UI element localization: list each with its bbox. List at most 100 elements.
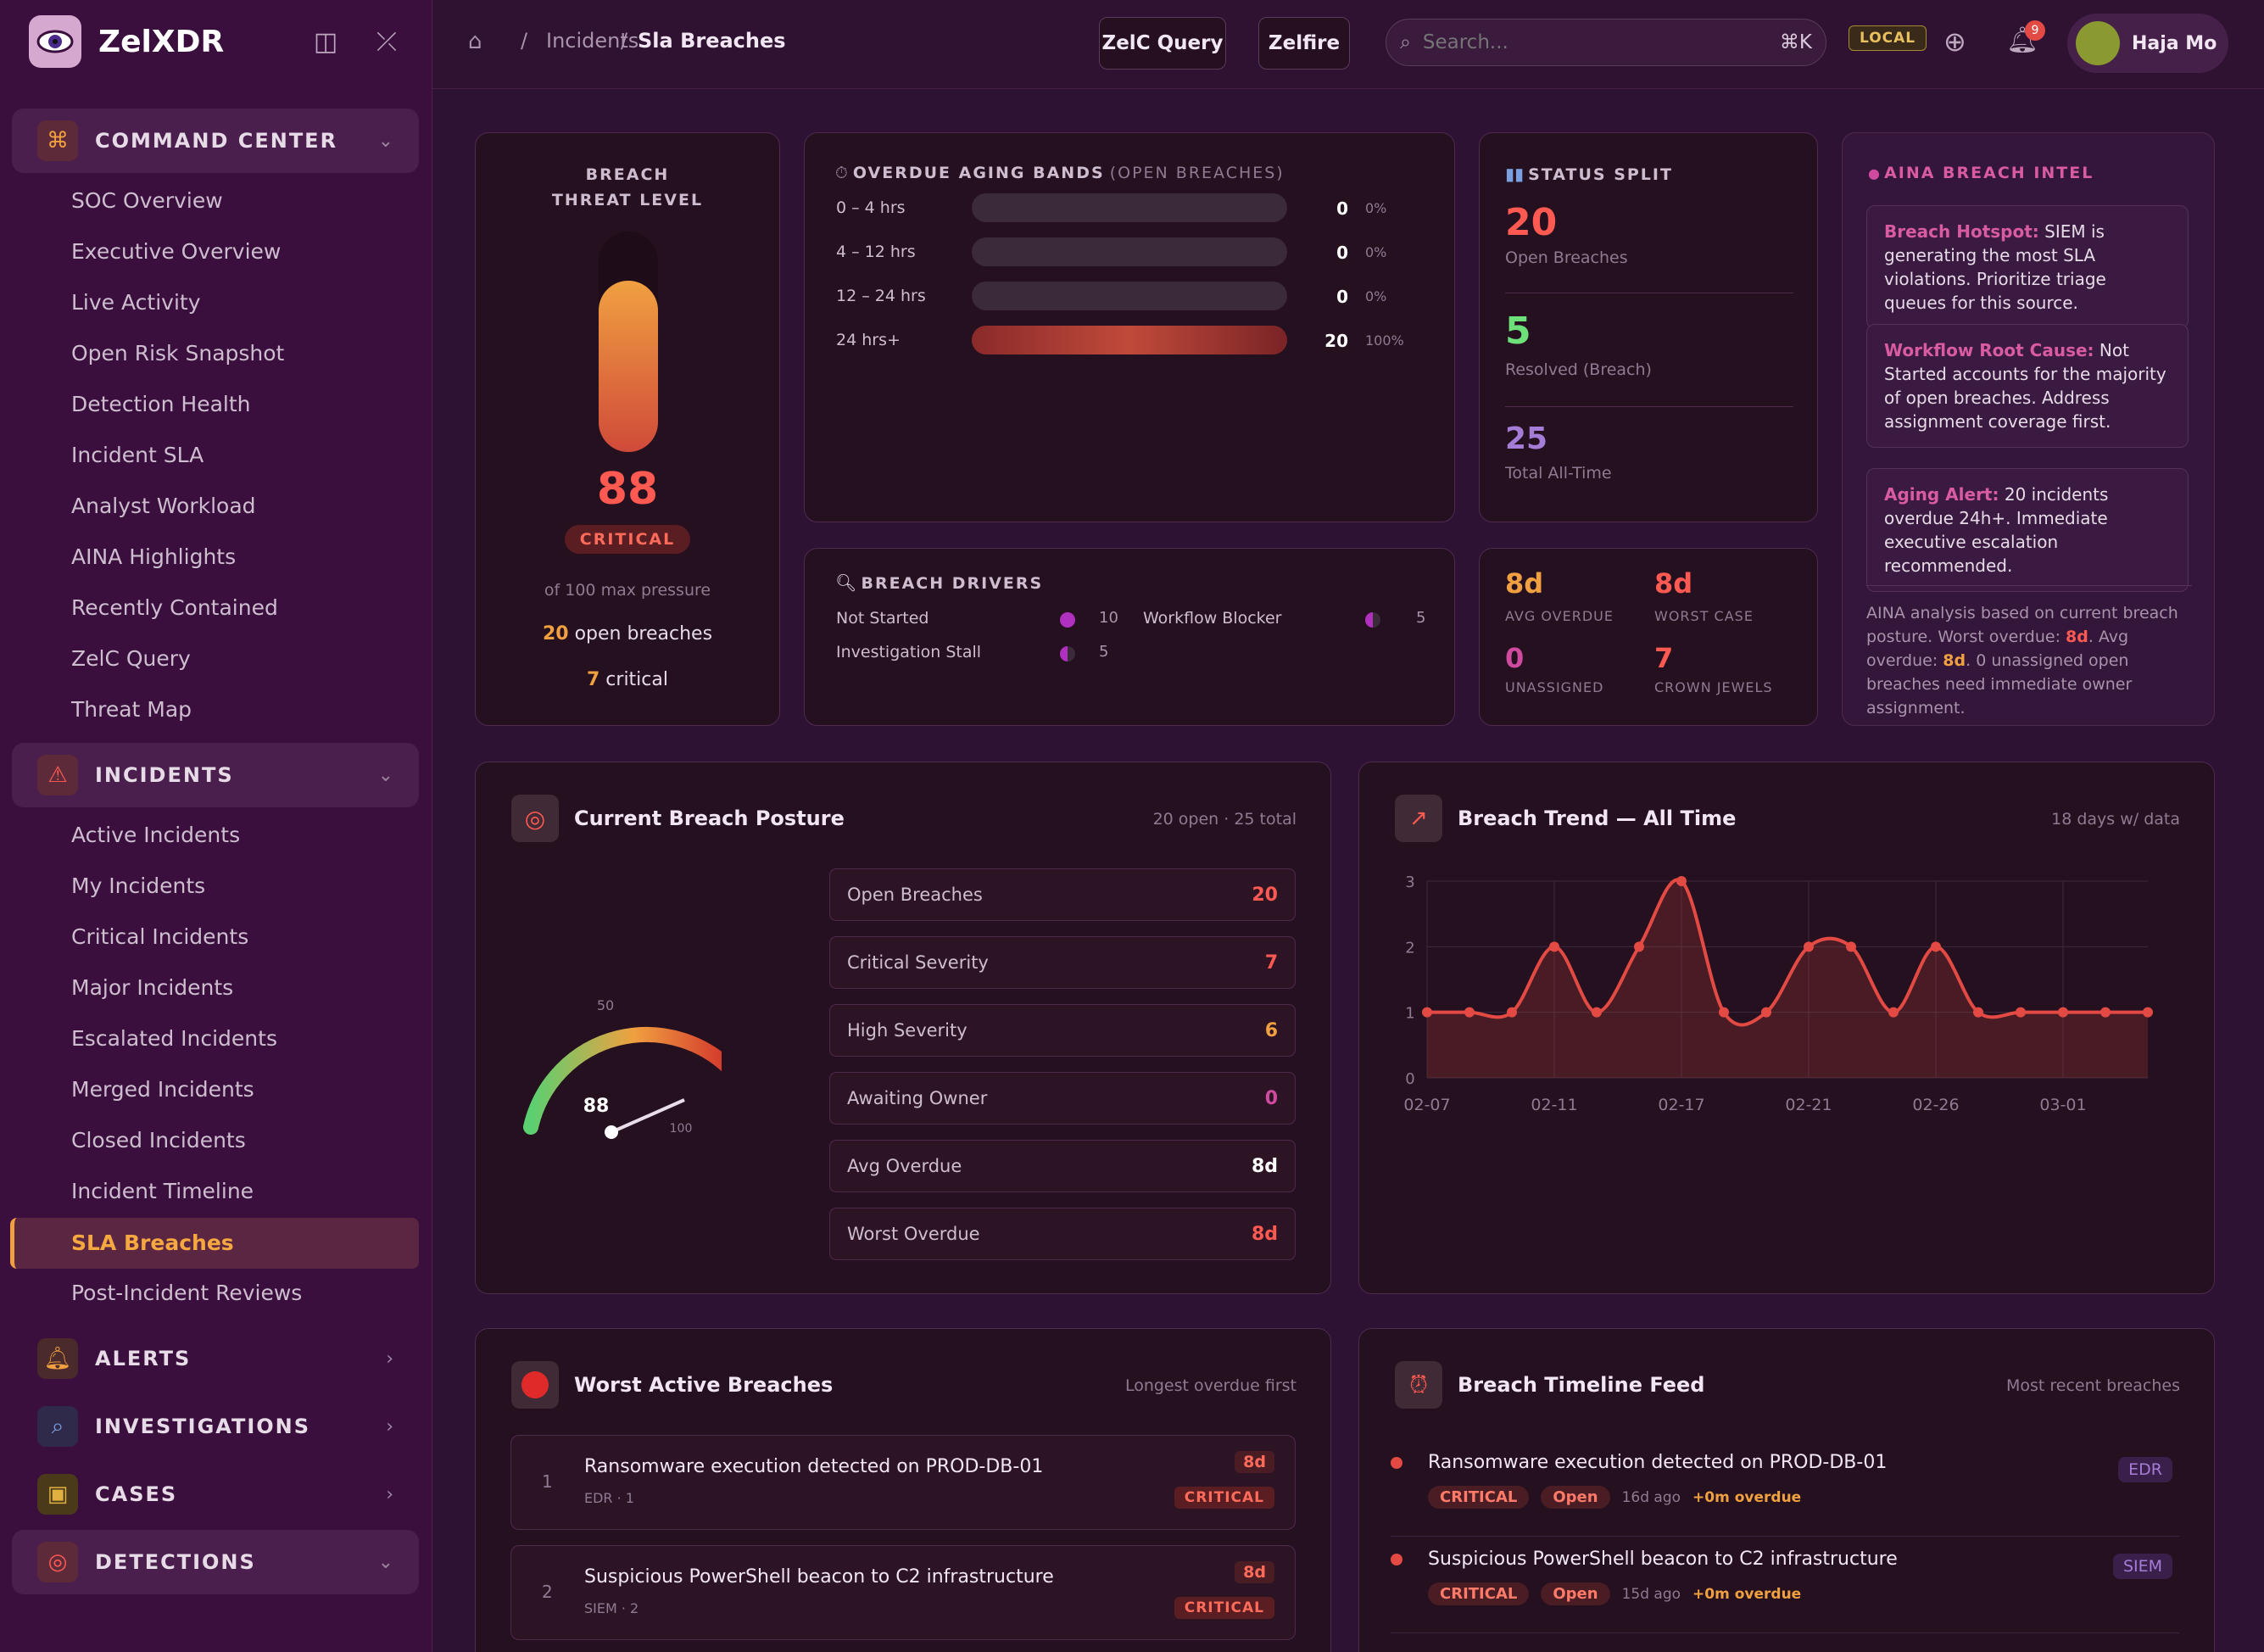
x-tick-label: 02-26 <box>1912 1096 1959 1114</box>
metric-label: CROWN JEWELS <box>1654 679 1773 695</box>
aina-footer: AINA analysis based on current breach po… <box>1866 585 2192 720</box>
sidebar-item[interactable]: Post-Incident Reviews <box>71 1281 303 1305</box>
sidebar-item[interactable]: Critical Incidents <box>71 924 249 949</box>
sidebar-item[interactable]: Analyst Workload <box>71 494 256 518</box>
home-icon[interactable]: ⌂ <box>468 29 482 54</box>
chevron-right-icon: › <box>386 1415 393 1437</box>
unassigned-count: 0 <box>1505 642 1525 674</box>
posture-row: Awaiting Owner 0 <box>829 1072 1296 1125</box>
driver-count: 10 <box>1099 609 1118 627</box>
gauge-needle <box>611 1098 685 1134</box>
gauge-arc <box>523 1027 722 1135</box>
driver-dot <box>1365 612 1380 628</box>
sidebar-item[interactable]: Live Activity <box>71 290 201 315</box>
y-tick-label: 1 <box>1405 1005 1414 1023</box>
severity-pill: CRITICAL <box>1428 1582 1530 1605</box>
search-box[interactable]: ⌕ ⌘K <box>1386 19 1826 66</box>
sidebar-item[interactable]: AINA Highlights <box>71 544 237 569</box>
env-badge: LOCAL <box>1849 25 1927 51</box>
sidebar-item[interactable]: Open Risk Snapshot <box>71 341 285 366</box>
feed-title: Suspicious PowerShell beacon to C2 infra… <box>1428 1549 1898 1570</box>
gauge-max-label: 100 <box>670 1122 693 1136</box>
sidebar-item[interactable]: Detection Health <box>71 392 251 416</box>
driver-label: Workflow Blocker <box>1143 609 1282 628</box>
sidebar-item[interactable]: Escalated Incidents <box>71 1026 277 1051</box>
breach-sub: EDR · 1 <box>584 1490 634 1506</box>
search-input[interactable] <box>1422 31 1780 53</box>
status-pill: Open <box>1541 1486 1610 1509</box>
sidebar-item-active[interactable]: SLA Breaches <box>10 1218 419 1269</box>
overdue-badge: 8d <box>1235 1451 1274 1473</box>
sidebar-item[interactable]: Incident Timeline <box>71 1179 254 1203</box>
card-title: Breach Trend — All Time <box>1458 806 1737 830</box>
severity-badge: CRITICAL <box>1174 1597 1274 1619</box>
sidebar-item[interactable]: Executive Overview <box>71 239 282 264</box>
sidebar-item[interactable]: SOC Overview <box>71 188 223 213</box>
sidebar-toggle-icon[interactable]: ◫ <box>313 27 338 57</box>
row-label: Open Breaches <box>847 885 983 905</box>
feed-item[interactable]: Ransomware execution detected on PROD-DB… <box>1391 1452 2179 1537</box>
trend-point <box>1804 941 1814 952</box>
section-command-center[interactable]: ⌘ COMMAND CENTER ⌄ <box>12 109 419 173</box>
insight-head: Breach Hotspot: <box>1884 221 2039 242</box>
section-cases[interactable]: ▣ CASES › <box>12 1462 419 1526</box>
sidebar-item[interactable]: Threat Map <box>71 697 192 722</box>
zelc-query-button[interactable]: ZelC Query <box>1099 17 1226 70</box>
sidebar-item[interactable]: Major Incidents <box>71 975 234 1000</box>
section-investigations[interactable]: ⌕ INVESTIGATIONS › <box>12 1394 419 1459</box>
aging-label: 0 – 4 hrs <box>836 198 906 217</box>
sidebar-item[interactable]: Incident SLA <box>71 443 204 467</box>
insight-head: Aging Alert: <box>1884 484 1999 505</box>
threat-level-card: BREACH THREAT LEVEL 88 CRITICAL of 100 m… <box>475 132 780 726</box>
card-meta: Most recent breaches <box>2005 1376 2180 1395</box>
trend-point <box>1592 1007 1602 1018</box>
sidebar-item[interactable]: My Incidents <box>71 873 206 898</box>
user-menu[interactable]: Haja Mo <box>2067 14 2228 73</box>
feed-item[interactable]: Suspicious PowerShell beacon to C2 infra… <box>1391 1549 2179 1633</box>
overdue-metrics-card: 8d AVG OVERDUE 8d WORST CASE 0 UNASSIGNE… <box>1479 548 1818 726</box>
section-incidents[interactable]: ⚠ INCIDENTS ⌄ <box>12 743 419 807</box>
x-tick-label: 02-11 <box>1531 1096 1577 1114</box>
sidebar-item[interactable]: Recently Contained <box>71 595 278 620</box>
user-name: Haja Mo <box>2132 32 2217 54</box>
sidebar-item[interactable]: Merged Incidents <box>71 1077 254 1102</box>
breadcrumb-incidents[interactable]: Incidents <box>546 29 639 53</box>
critical-line: 7 critical <box>587 669 668 690</box>
app-name: ZelXDR <box>98 24 225 59</box>
add-icon[interactable]: ⊕ <box>1943 25 1966 58</box>
y-tick-label: 3 <box>1405 873 1414 891</box>
magnifier-icon: 🔍︎ <box>835 572 857 593</box>
sidebar-item[interactable]: Closed Incidents <box>71 1128 246 1152</box>
breach-sub: SIEM · 2 <box>584 1600 639 1616</box>
aging-count: 0 <box>1336 287 1348 307</box>
worst-breach-row[interactable]: 2 Suspicious PowerShell beacon to C2 infr… <box>510 1545 1296 1640</box>
metric-label: AVG OVERDUE <box>1505 608 1614 624</box>
briefcase-icon: ▣ <box>37 1474 78 1515</box>
posture-row: Avg Overdue 8d <box>829 1140 1296 1192</box>
chart-icon: ▮▮ <box>1505 164 1525 184</box>
card-title: THREAT LEVEL <box>551 191 704 209</box>
row-value: 8d <box>1251 1223 1278 1245</box>
worst-breach-row[interactable]: 1 Ransomware execution detected on PROD-D… <box>510 1435 1296 1530</box>
collapse-icon[interactable]: ⤫ <box>376 27 397 57</box>
y-tick-label: 0 <box>1405 1070 1414 1088</box>
sidebar-item[interactable]: ZelC Query <box>71 646 191 671</box>
trend-point <box>1761 1007 1771 1018</box>
feed-meta: CRITICAL Open 15d ago +0m overdue <box>1428 1582 1801 1605</box>
section-alerts[interactable]: 🔔︎ ALERTS › <box>12 1326 419 1391</box>
resolved-count: 5 <box>1505 310 1531 353</box>
app-logo[interactable]: ZelXDR <box>29 15 224 68</box>
aging-label: 4 – 12 hrs <box>836 243 916 261</box>
threat-sub: of 100 max pressure <box>544 581 711 600</box>
row-value: 20 <box>1252 884 1278 906</box>
card-title: 🔍︎ BREACH DRIVERS <box>835 572 1044 593</box>
section-detections[interactable]: ◎ DETECTIONS ⌄ <box>12 1530 419 1594</box>
trend-point <box>1931 941 1941 952</box>
insight-text: SIEM is generating the most SLA violatio… <box>1884 221 2106 313</box>
row-value: 7 <box>1264 952 1278 974</box>
trend-chart: 0 1 2 3 02-07 02-11 02-17 02-21 02-26 03-01 <box>1403 873 2153 1114</box>
card-title: ▮▮ STATUS SPLIT <box>1505 164 1673 184</box>
breach-title: Suspicious PowerShell beacon to C2 infra… <box>584 1566 1054 1588</box>
sidebar-item[interactable]: Active Incidents <box>71 823 241 847</box>
zelfire-button[interactable]: Zelfire <box>1258 17 1350 70</box>
